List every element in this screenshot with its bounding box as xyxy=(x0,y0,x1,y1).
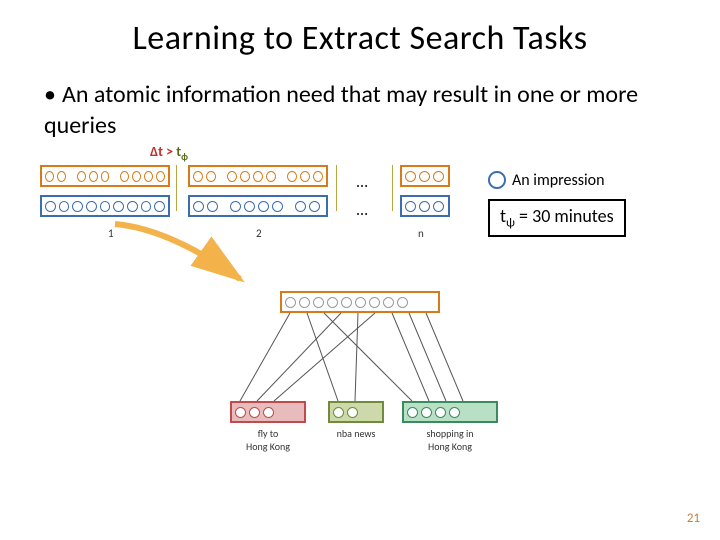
impression-circle xyxy=(113,201,124,212)
impression-circle xyxy=(156,171,165,182)
impression-group xyxy=(400,165,450,187)
impression-circle xyxy=(419,171,430,182)
task-label: shopping inHong Kong xyxy=(402,427,498,453)
impression-circle xyxy=(45,201,56,212)
impression-circle xyxy=(405,201,416,212)
impression-group xyxy=(188,195,328,217)
ellipsis-row1: ... xyxy=(356,173,368,192)
impression-circle xyxy=(100,201,111,212)
impression-circle xyxy=(193,171,203,182)
impression-circle xyxy=(313,171,323,182)
top-diagram: Δt > tϕ ... ... 1 2 n An impression tψ =… xyxy=(40,147,680,267)
task-circle xyxy=(333,407,344,418)
impression-circle xyxy=(86,201,97,212)
impression-circle xyxy=(207,201,218,212)
impression-circle xyxy=(433,171,444,182)
impression-circle xyxy=(59,201,70,212)
task-label: nba news xyxy=(328,427,384,440)
impression-circle xyxy=(72,201,83,212)
impression-circle xyxy=(101,171,110,182)
task-circle xyxy=(249,407,260,418)
impression-circle xyxy=(244,201,255,212)
task-circle xyxy=(263,407,274,418)
impression-circle xyxy=(253,171,263,182)
impression-circle xyxy=(45,171,54,182)
bottom-diagram: fly toHong Kong nba news shopping inHong K… xyxy=(210,291,510,461)
delta-thresh-sub: ϕ xyxy=(181,151,188,163)
page-number: 21 xyxy=(687,511,700,526)
impression-label: An impression xyxy=(512,171,605,190)
impression-circle xyxy=(230,201,241,212)
task-box xyxy=(230,401,306,423)
impression-circle xyxy=(405,171,416,182)
task-box xyxy=(328,401,384,423)
impression-circle xyxy=(266,171,276,182)
arrow-icon xyxy=(110,219,260,299)
impression-circle xyxy=(77,171,86,182)
page-title: Learning to Extract Search Tasks xyxy=(0,0,720,59)
impression-circle xyxy=(287,171,297,182)
task-label: fly toHong Kong xyxy=(230,427,306,453)
impression-circle xyxy=(89,171,98,182)
bullet-content: An atomic information need that may resu… xyxy=(44,80,638,140)
task-circle xyxy=(421,407,432,418)
impression-group xyxy=(400,195,450,217)
task-circle xyxy=(449,407,460,418)
impression-circle xyxy=(419,201,430,212)
impression-group xyxy=(40,195,170,217)
task-box xyxy=(402,401,498,423)
threshold-sub: ψ xyxy=(506,216,515,231)
impression-circle xyxy=(258,201,269,212)
impression-circle xyxy=(154,201,165,212)
impression-icon xyxy=(488,171,506,189)
task-circle xyxy=(235,407,246,418)
task-circle xyxy=(407,407,418,418)
impression-circle xyxy=(272,201,283,212)
impression-circle xyxy=(433,201,444,212)
separator-1 xyxy=(176,165,177,211)
segment-label-n: n xyxy=(418,227,424,240)
task-circle xyxy=(435,407,446,418)
ellipsis-row2: ... xyxy=(356,201,368,220)
delta-op: > xyxy=(166,143,173,160)
impression-circle xyxy=(309,201,320,212)
impression-group xyxy=(188,165,328,187)
impression-circle xyxy=(300,171,310,182)
impression-group xyxy=(40,165,170,187)
delta-t-label: Δt > tϕ xyxy=(150,143,188,163)
impression-circle xyxy=(127,201,138,212)
bullet-text: •An atomic information need that may res… xyxy=(0,59,720,141)
impression-circle xyxy=(141,201,152,212)
impression-circle xyxy=(240,171,250,182)
threshold-box: tψ = 30 minutes xyxy=(488,199,626,237)
impression-circle xyxy=(132,171,141,182)
impression-circle xyxy=(227,171,237,182)
impression-circle xyxy=(144,171,153,182)
threshold-value: = 30 minutes xyxy=(519,205,614,227)
impression-circle xyxy=(295,201,306,212)
separator-3 xyxy=(392,165,393,211)
impression-circle xyxy=(193,201,204,212)
bullet-dot: • xyxy=(44,79,62,110)
delta-prefix: Δt xyxy=(150,143,163,160)
impression-circle xyxy=(57,171,66,182)
impression-circle xyxy=(120,171,129,182)
task-circle xyxy=(347,407,358,418)
separator-2 xyxy=(336,165,337,211)
impression-circle xyxy=(206,171,216,182)
